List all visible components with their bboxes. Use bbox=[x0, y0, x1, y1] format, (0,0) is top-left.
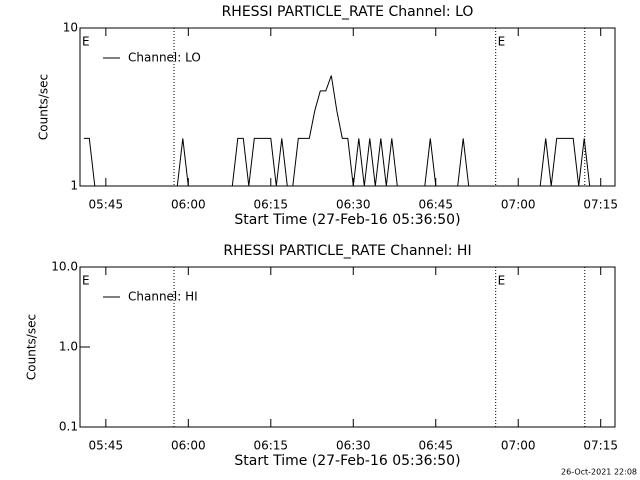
annotation: E bbox=[82, 35, 90, 49]
x-tick-label: 07:15 bbox=[583, 198, 618, 212]
x-tick-label: 06:30 bbox=[336, 198, 371, 212]
annotation: E bbox=[498, 274, 506, 288]
y-tick-label: 10 bbox=[63, 21, 78, 35]
x-axis-label: Start Time (27-Feb-16 05:36:50) bbox=[234, 453, 460, 469]
legend-label: Channel: HI bbox=[128, 290, 198, 304]
x-tick-label: 06:15 bbox=[253, 439, 288, 453]
y-tick-label: 0.1 bbox=[59, 420, 78, 434]
x-tick-label: 06:45 bbox=[418, 439, 453, 453]
data-line bbox=[83, 75, 612, 187]
y-tick-label: 10.0 bbox=[51, 260, 78, 274]
y-tick-label: 1.0 bbox=[59, 340, 78, 354]
x-tick-label: 06:45 bbox=[418, 198, 453, 212]
x-tick-label: 07:00 bbox=[501, 439, 536, 453]
footer: 26-Oct-2021 22:08 bbox=[561, 468, 637, 477]
x-tick-label: 05:45 bbox=[89, 198, 124, 212]
x-tick-label: 07:15 bbox=[583, 439, 618, 453]
chart-title: RHESSI PARTICLE_RATE Channel: HI bbox=[223, 243, 471, 259]
x-tick-label: 07:00 bbox=[501, 198, 536, 212]
x-tick-label: 05:45 bbox=[89, 439, 124, 453]
x-axis-label: Start Time (27-Feb-16 05:36:50) bbox=[234, 212, 460, 228]
y-axis-label: Counts/sec bbox=[25, 314, 39, 380]
plot-frame bbox=[79, 27, 616, 187]
x-tick-label: 06:15 bbox=[253, 198, 288, 212]
x-tick-label: 06:00 bbox=[171, 198, 206, 212]
legend-label: Channel: LO bbox=[128, 51, 201, 65]
annotation: E bbox=[82, 274, 90, 288]
y-tick-label: 1 bbox=[70, 179, 78, 193]
annotation: E bbox=[498, 35, 506, 49]
y-axis-label: Counts/sec bbox=[37, 74, 51, 140]
x-tick-label: 06:30 bbox=[336, 439, 371, 453]
chart-title: RHESSI PARTICLE_RATE Channel: LO bbox=[222, 4, 474, 20]
x-tick-label: 06:00 bbox=[171, 439, 206, 453]
